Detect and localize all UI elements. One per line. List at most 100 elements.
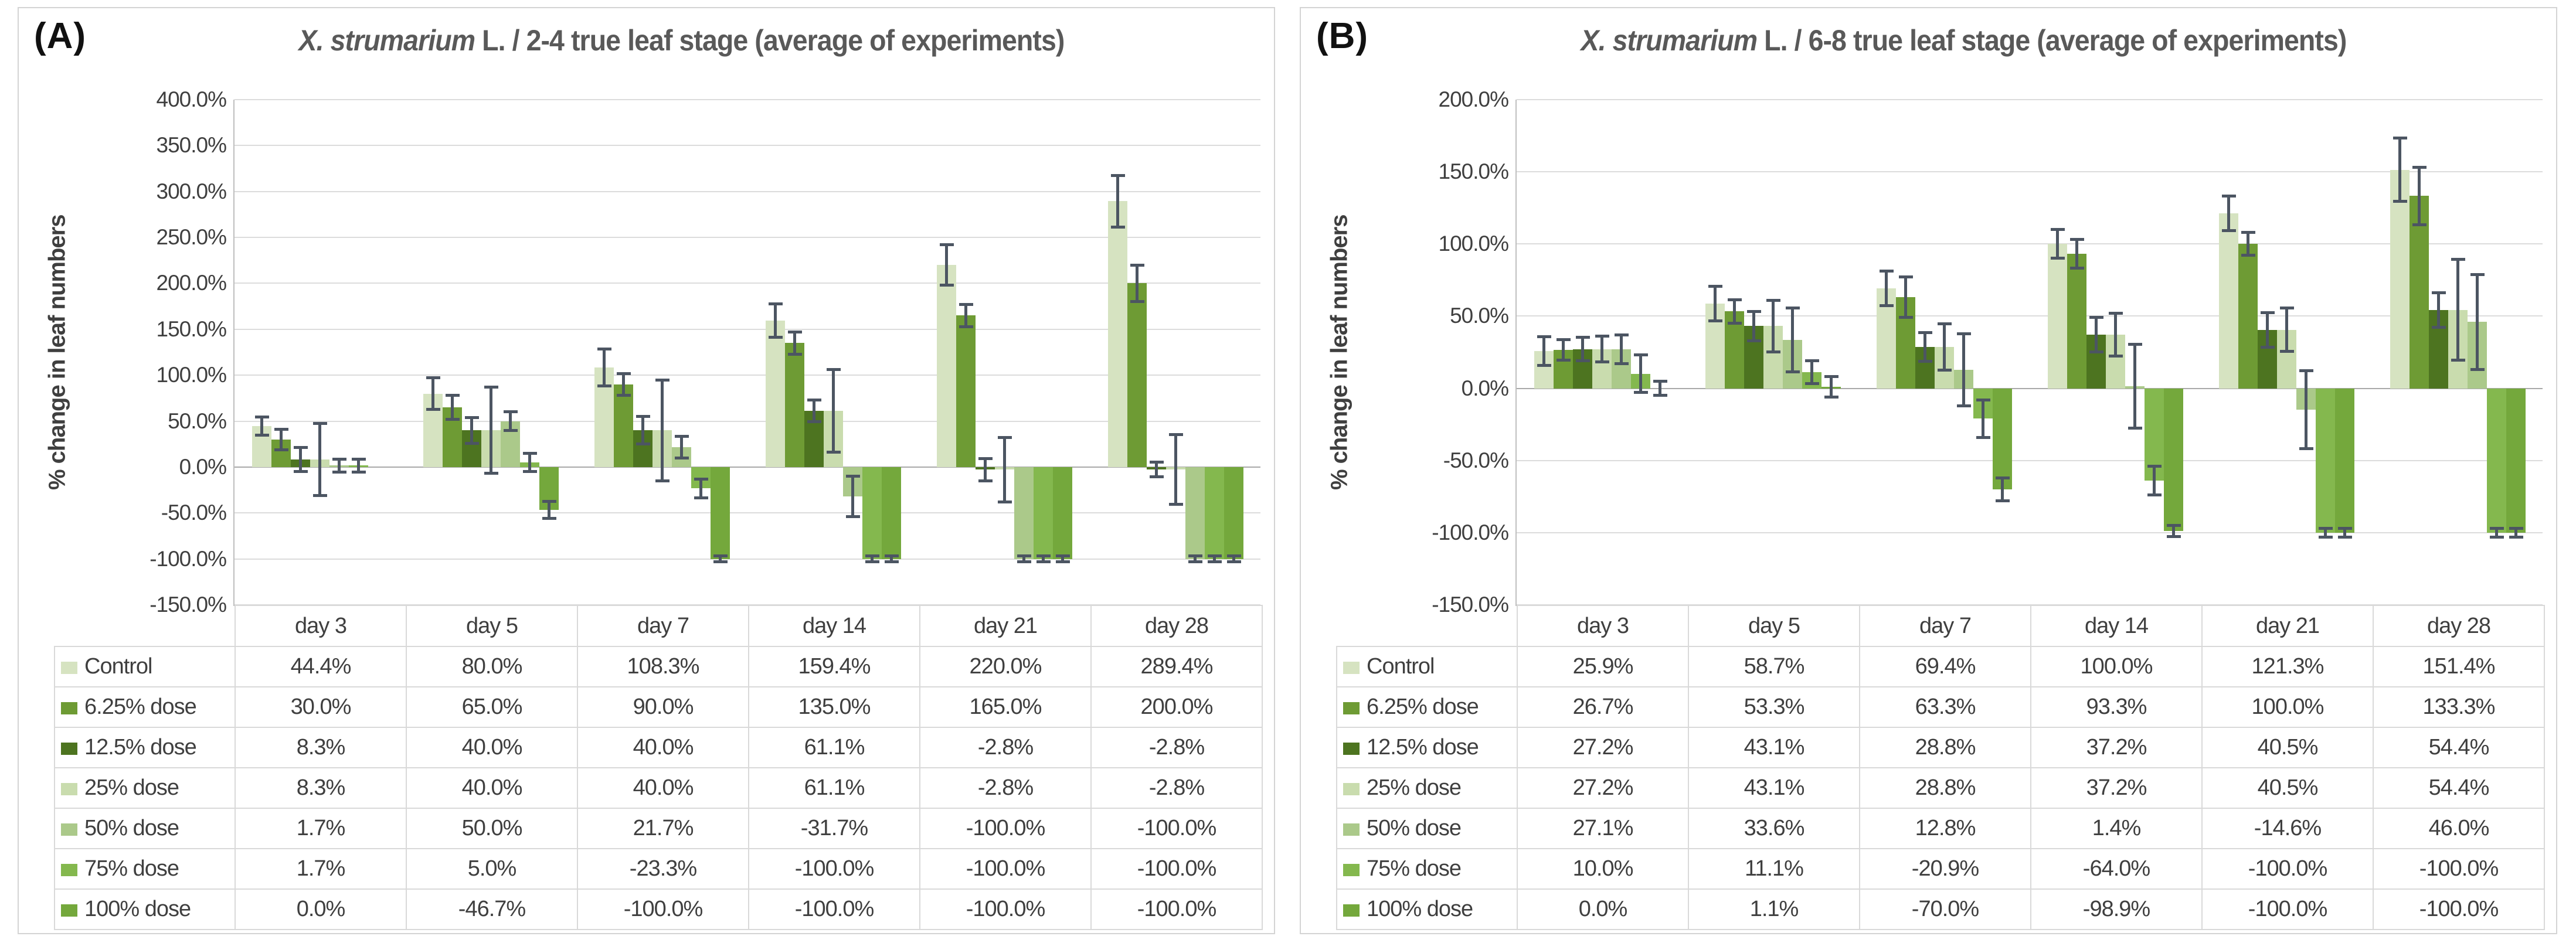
error-bar bbox=[1022, 556, 1025, 562]
error-bar-cap bbox=[522, 470, 537, 474]
series-label: Control bbox=[84, 654, 152, 679]
value-cell: 220.0% bbox=[919, 646, 1092, 687]
error-bar-cap bbox=[674, 434, 689, 438]
error-bar-cap bbox=[1036, 560, 1051, 563]
error-bar-cap bbox=[807, 420, 821, 424]
error-bar bbox=[1116, 175, 1119, 227]
error-bar-cap bbox=[312, 493, 327, 497]
series-label-cell: Control bbox=[54, 646, 236, 687]
series-label: 75% dose bbox=[84, 856, 179, 881]
error-bar bbox=[2324, 528, 2327, 537]
table-header-row: day 3 day 5 day 7 day 14 day 21 day 28 bbox=[55, 605, 1263, 647]
error-bar bbox=[357, 459, 360, 472]
value-cell: -46.7% bbox=[406, 888, 578, 930]
error-bar bbox=[641, 416, 644, 444]
error-bar-cap bbox=[1633, 391, 1648, 394]
gridline bbox=[235, 558, 1260, 560]
error-bar-cap bbox=[464, 416, 479, 419]
error-bar-cap bbox=[1879, 304, 1894, 307]
error-bar-cap bbox=[694, 496, 708, 499]
value-cell: 200.0% bbox=[1090, 686, 1263, 728]
value-cell: 80.0% bbox=[406, 646, 578, 687]
error-bar-cap bbox=[1785, 307, 1800, 310]
y-axis-title: % change in leaf numbers bbox=[1326, 215, 1352, 490]
panel-label: (B) bbox=[1316, 16, 1369, 56]
error-bar-cap bbox=[2279, 350, 2294, 353]
error-bar-cap bbox=[655, 479, 670, 482]
error-bar bbox=[964, 304, 967, 327]
error-bar-cap bbox=[1708, 284, 1722, 288]
error-bar-cap bbox=[1976, 435, 1990, 439]
error-bar-cap bbox=[959, 325, 973, 328]
panel-label: (A) bbox=[34, 16, 87, 56]
series-label: 12.5% dose bbox=[1367, 735, 1479, 760]
value-cell: 135.0% bbox=[748, 686, 920, 728]
series-label: 50% dose bbox=[84, 816, 179, 840]
value-cell: 40.0% bbox=[577, 727, 749, 768]
error-bar bbox=[1232, 556, 1235, 562]
error-bar-cap bbox=[2241, 254, 2255, 257]
error-bar-cap bbox=[939, 284, 954, 287]
y-axis-line bbox=[1515, 100, 1517, 606]
error-bar-cap bbox=[484, 472, 498, 475]
error-bar-cap bbox=[1188, 554, 1202, 558]
series-label-cell: 6.25% dose bbox=[1336, 686, 1518, 728]
error-bar bbox=[793, 332, 796, 355]
legend-swatch bbox=[61, 743, 77, 755]
error-bar bbox=[1581, 337, 1584, 361]
error-bar-cap bbox=[1766, 350, 1780, 354]
value-cell: 40.0% bbox=[577, 767, 749, 809]
legend-swatch bbox=[1343, 823, 1360, 836]
error-bar-cap bbox=[2166, 535, 2181, 539]
bar bbox=[2164, 388, 2183, 532]
y-tick-label: -50.0% bbox=[161, 501, 227, 525]
error-bar bbox=[622, 373, 625, 396]
value-cell: 90.0% bbox=[577, 686, 749, 728]
error-bar-cap bbox=[1595, 334, 1609, 338]
error-bar-cap bbox=[1918, 359, 1932, 363]
error-bar bbox=[1791, 308, 1794, 372]
series-label: 100% dose bbox=[1367, 897, 1473, 921]
day-header-cell: day 14 bbox=[2030, 605, 2203, 647]
y-axis-title: % change in leaf numbers bbox=[44, 215, 70, 490]
value-cell: 165.0% bbox=[919, 686, 1092, 728]
bar bbox=[2067, 253, 2086, 389]
error-bar-cap bbox=[503, 428, 518, 432]
error-bar bbox=[431, 377, 434, 410]
series-label-cell: 12.5% dose bbox=[54, 727, 236, 768]
legend-swatch bbox=[1343, 904, 1360, 917]
series-label-cell: 100% dose bbox=[54, 888, 236, 930]
error-bar bbox=[1194, 556, 1197, 562]
error-bar bbox=[871, 556, 874, 562]
gridline bbox=[235, 328, 1260, 330]
error-bar-cap bbox=[1207, 560, 1222, 563]
error-bar-cap bbox=[1188, 560, 1202, 563]
value-cell: 25.9% bbox=[1517, 646, 1689, 687]
error-bar-cap bbox=[884, 554, 899, 558]
value-cell: -100.0% bbox=[919, 888, 1092, 930]
error-bar bbox=[1733, 299, 1736, 323]
bar bbox=[1185, 467, 1205, 559]
error-bar bbox=[2495, 528, 2498, 537]
error-bar bbox=[2172, 525, 2175, 537]
legend-swatch bbox=[61, 823, 77, 836]
gridline bbox=[235, 604, 1260, 605]
error-bar-cap bbox=[426, 376, 440, 380]
error-bar-cap bbox=[1653, 394, 1667, 397]
error-bar-cap bbox=[2412, 223, 2427, 227]
bar bbox=[785, 343, 804, 467]
error-bar-cap bbox=[2299, 447, 2313, 450]
error-bar-cap bbox=[2279, 307, 2294, 310]
value-cell: 40.0% bbox=[406, 727, 578, 768]
error-bar bbox=[2133, 344, 2136, 428]
bar bbox=[1224, 467, 1243, 559]
error-bar-cap bbox=[2089, 315, 2103, 319]
series-label-cell: Control bbox=[1336, 646, 1518, 687]
bar bbox=[882, 467, 901, 559]
bar bbox=[956, 315, 976, 467]
bar bbox=[862, 467, 882, 559]
error-bar bbox=[1830, 376, 1833, 397]
value-cell: 46.0% bbox=[2373, 808, 2545, 849]
error-bar-cap bbox=[2128, 343, 2142, 346]
series-label: 75% dose bbox=[1367, 856, 1462, 881]
